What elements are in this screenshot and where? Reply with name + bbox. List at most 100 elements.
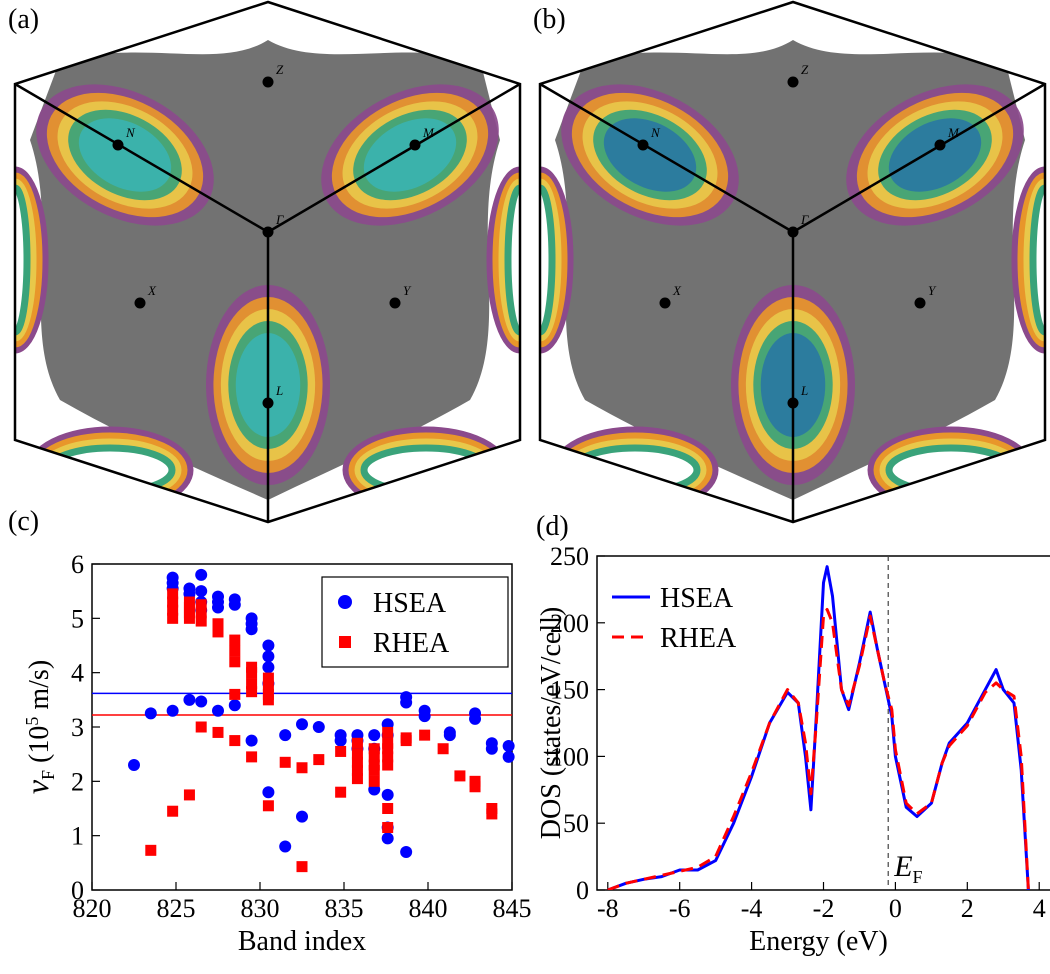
- x-tick-label: 825: [157, 894, 196, 923]
- data-point: [335, 746, 346, 757]
- data-point: [128, 759, 140, 771]
- y-tick-label: 4: [71, 659, 84, 688]
- label-part: E: [893, 850, 912, 883]
- data-point: [145, 707, 157, 719]
- data-point: [401, 735, 412, 746]
- data-point: [382, 727, 393, 738]
- data-point: [263, 800, 274, 811]
- x-tick-label: 835: [325, 894, 364, 923]
- data-point: [167, 705, 179, 717]
- fermi-level-label: EF: [893, 850, 922, 887]
- edge-sheet: [949, 8, 1050, 32]
- data-point: [212, 705, 224, 717]
- curves: [608, 567, 1029, 890]
- data-point: [246, 735, 258, 747]
- data-point: [229, 645, 240, 656]
- k-point: [135, 298, 146, 309]
- data-point: [368, 729, 380, 741]
- data-point: [280, 757, 291, 768]
- data-point: [262, 640, 274, 652]
- data-point: [195, 569, 207, 581]
- data-point: [229, 735, 240, 746]
- data-point: [369, 776, 380, 787]
- k-point: [638, 140, 649, 151]
- k-point: [390, 298, 401, 309]
- x-tick-label: -4: [741, 894, 763, 923]
- data-point: [503, 740, 515, 752]
- y-tick-label: 5: [71, 604, 84, 633]
- k-point: [113, 140, 124, 151]
- data-point: [262, 650, 274, 662]
- legend-marker: [339, 636, 351, 648]
- data-point: [454, 770, 465, 781]
- k-point-label: X: [147, 283, 157, 298]
- data-point: [229, 635, 240, 646]
- k-point: [788, 398, 799, 409]
- data-point: [279, 841, 291, 853]
- legend-marker: [338, 595, 352, 609]
- y-tick-label: 3: [71, 713, 84, 742]
- label-part: F: [913, 867, 923, 887]
- data-point: [486, 743, 498, 755]
- data-point: [369, 765, 380, 776]
- data-point: [419, 730, 430, 741]
- x-tick-label: 2: [961, 894, 974, 923]
- k-point-label: L: [800, 383, 808, 398]
- k-point-label: X: [672, 283, 682, 298]
- data-point: [213, 626, 224, 637]
- data-point: [246, 667, 257, 678]
- edge-sheet: [1033, 188, 1050, 332]
- k-point: [263, 398, 274, 409]
- data-point: [382, 803, 393, 814]
- figure: ZNMΓXYL(a)ZNMΓXYL(b)(c)82082583083584084…: [0, 0, 1050, 974]
- y-tick-label: 6: [71, 550, 84, 579]
- fermi-surface: [510, 0, 1050, 510]
- data-point: [195, 585, 207, 597]
- k-point-label: N: [125, 125, 136, 140]
- data-point: [229, 599, 241, 611]
- data-point: [400, 697, 412, 709]
- k-point-label: Z: [276, 62, 284, 77]
- data-point: [262, 661, 274, 673]
- data-point: [196, 722, 207, 733]
- data-point: [438, 743, 449, 754]
- legend-label: HSEA: [373, 588, 447, 619]
- data-point: [167, 613, 178, 624]
- x-tick-label: 830: [241, 894, 280, 923]
- k-point: [660, 298, 671, 309]
- data-point: [229, 656, 240, 667]
- y-tick-label: 250: [550, 542, 589, 571]
- k-point-label: Γ: [800, 212, 809, 227]
- data-point: [263, 694, 274, 705]
- y-axis-label: DOS (states/eV/cell): [536, 607, 567, 840]
- x-tick-label: 0: [889, 894, 902, 923]
- x-tick-label: 845: [493, 894, 532, 923]
- data-point: [279, 729, 291, 741]
- data-point: [352, 773, 363, 784]
- data-point: [196, 616, 207, 627]
- data-point: [167, 806, 178, 817]
- y-tick-label: 1: [71, 822, 84, 851]
- data-point: [184, 613, 195, 624]
- k-point-label: M: [422, 125, 435, 140]
- data-point: [470, 781, 481, 792]
- edge-sheet: [931, 0, 1050, 50]
- k-point-label: M: [947, 125, 960, 140]
- label-part: F: [38, 770, 58, 780]
- data-point: [382, 832, 394, 844]
- k-point-label: L: [275, 383, 283, 398]
- data-point: [503, 751, 515, 763]
- x-tick-label: -8: [597, 894, 619, 923]
- data-point: [382, 822, 393, 833]
- k-point: [788, 77, 799, 88]
- data-point: [229, 689, 240, 700]
- k-point: [788, 227, 799, 238]
- data-point: [419, 710, 431, 722]
- data-point: [213, 727, 224, 738]
- k-point: [935, 140, 946, 151]
- edge-sheet: [418, 2, 534, 38]
- y-axis-label: vF (105 m/s): [19, 660, 58, 794]
- k-point-label: Γ: [275, 212, 284, 227]
- data-point: [335, 787, 346, 798]
- legend-label: RHEA: [660, 623, 737, 654]
